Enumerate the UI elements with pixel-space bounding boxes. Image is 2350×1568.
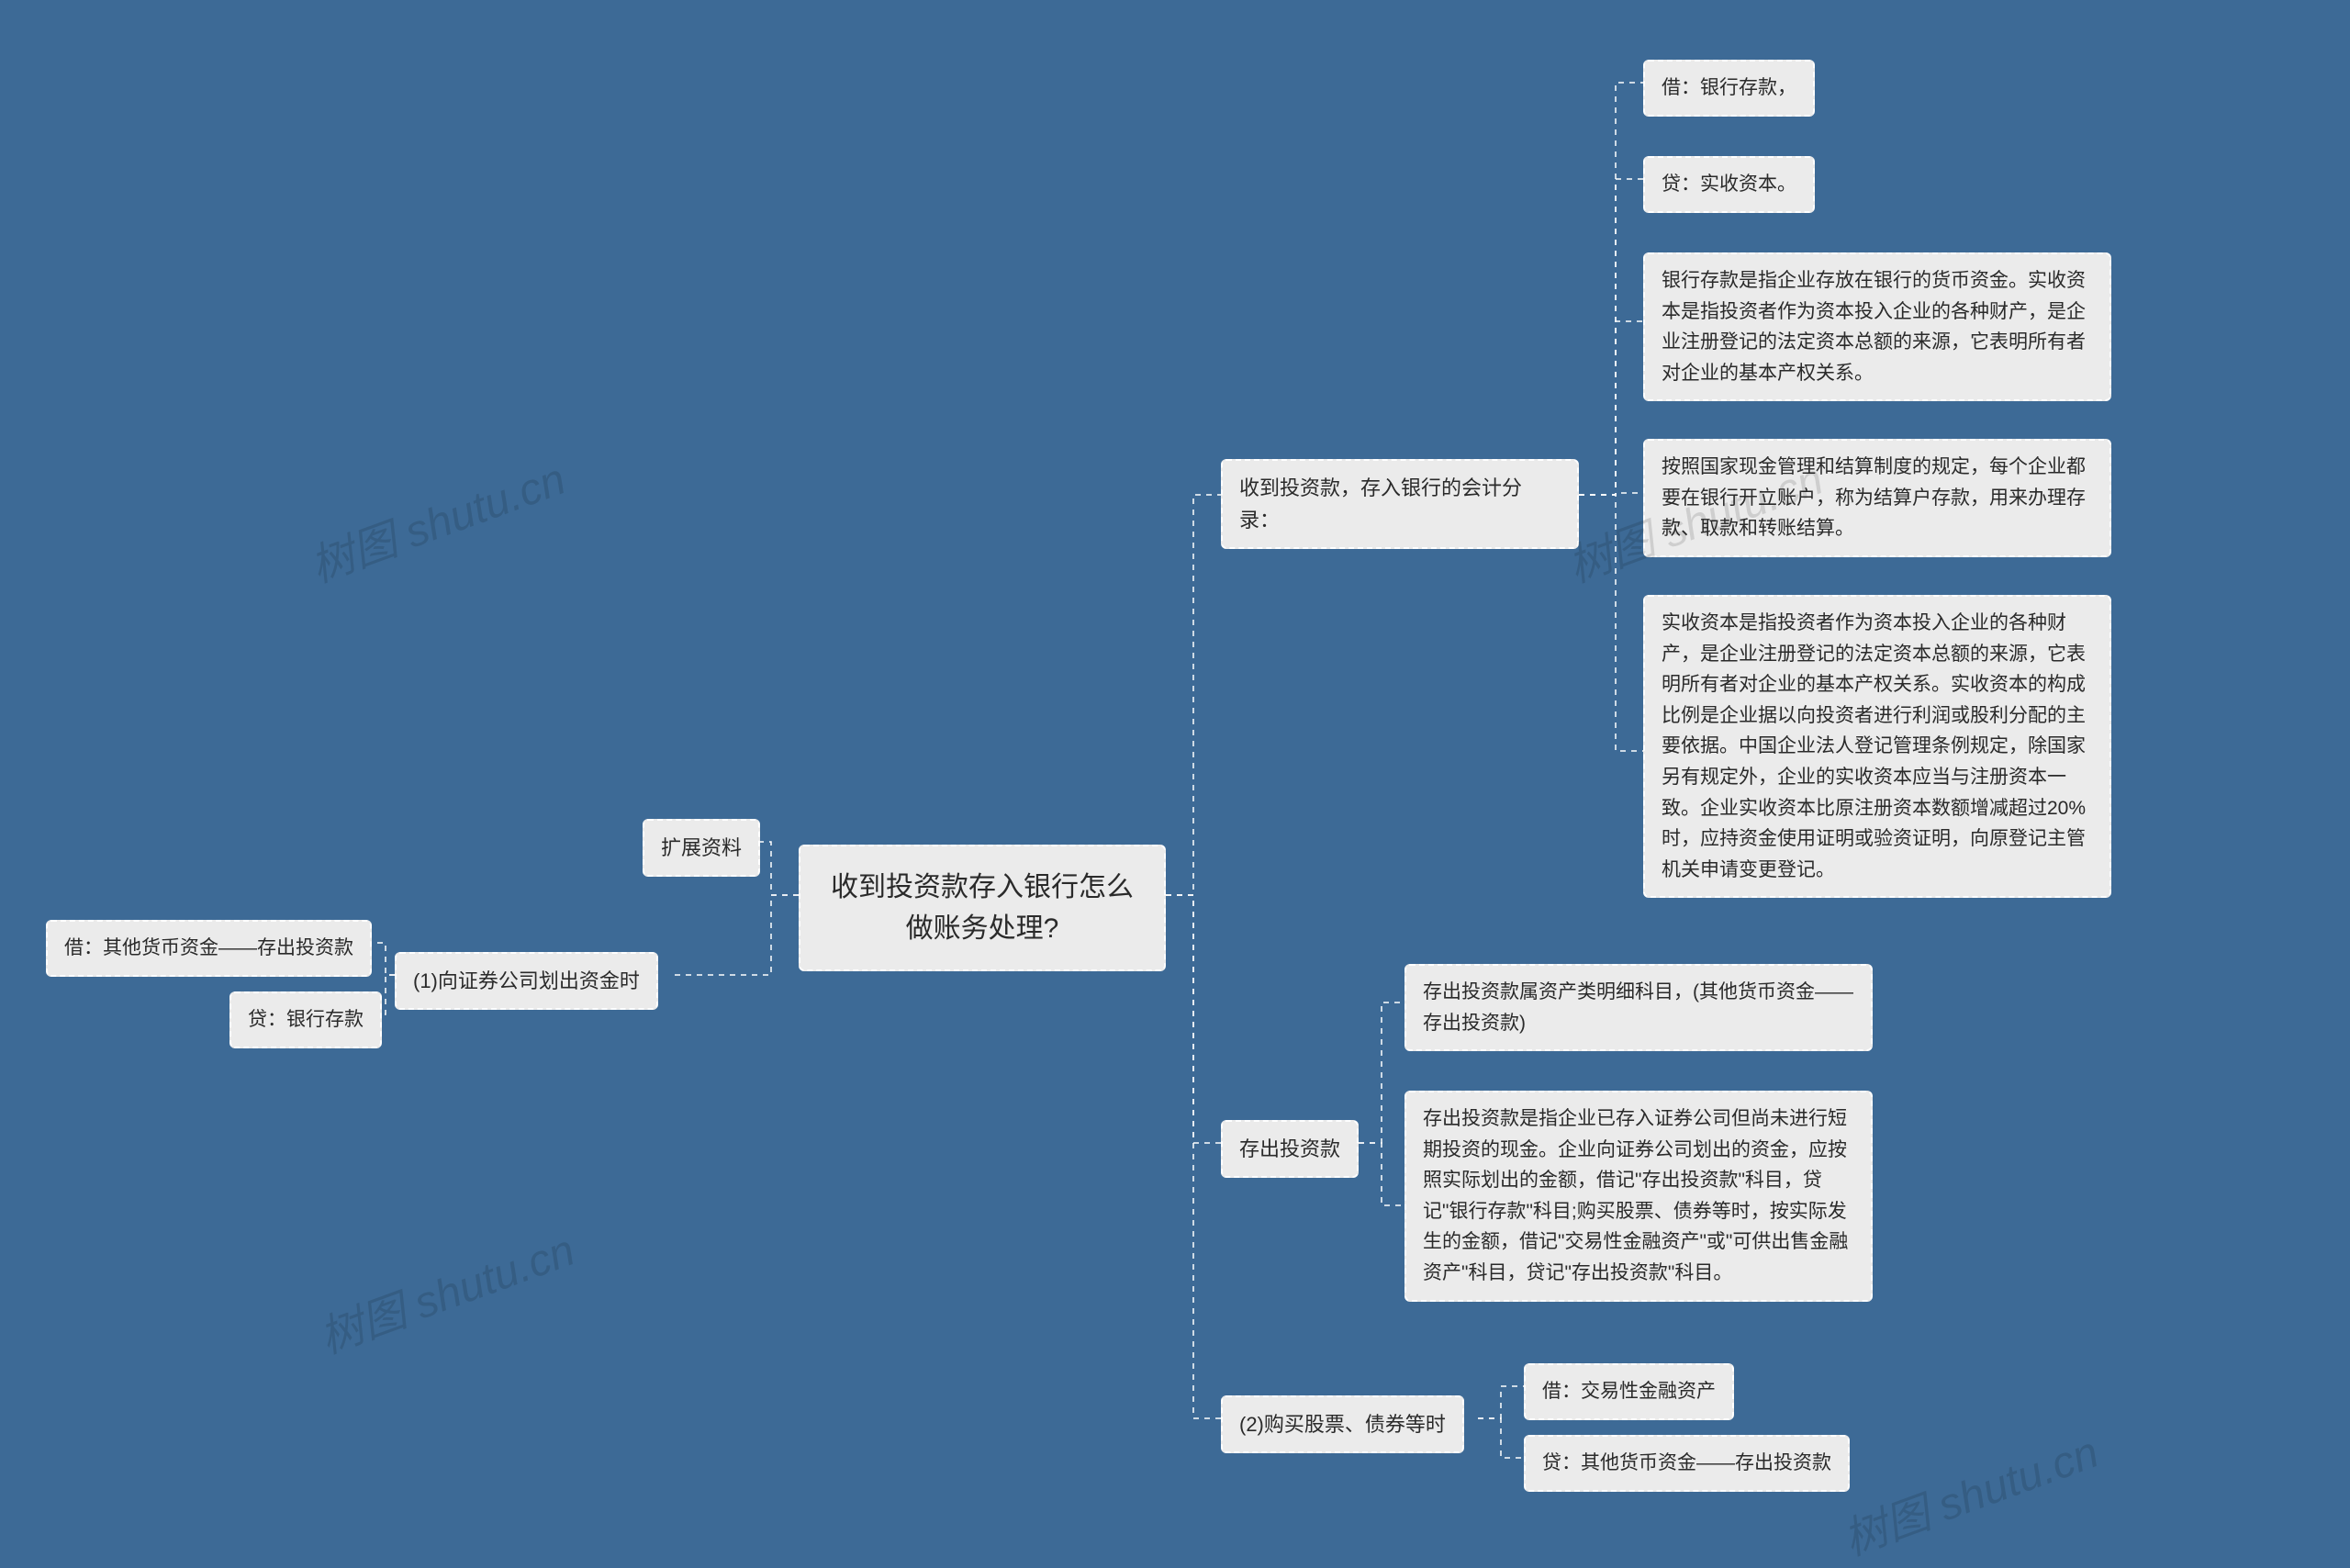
mindmap-root: 收到投资款存入银行怎么做账务处理? [799,845,1166,971]
node-debit-other-monetary: 借：其他货币资金——存出投资款 [46,920,372,977]
node-r1d-explanation: 按照国家现金管理和结算制度的规定，每个企业都要在银行开立账户，称为结算户存款，用… [1643,439,2111,557]
connector [1359,1002,1404,1143]
connector [1359,1143,1404,1205]
connector [376,943,395,975]
node-r2a-explanation: 存出投资款属资产类明细科目，(其他货币资金——存出投资款) [1404,964,1873,1051]
node-credit-bank-deposit: 贷：银行存款 [229,991,382,1048]
node-deposit-investment-funds: 存出投资款 [1221,1120,1359,1178]
connector [755,842,799,895]
node-received-investment-entry: 收到投资款，存入银行的会计分录： [1221,459,1579,549]
node-r1e-explanation: 实收资本是指投资者作为资本投入企业的各种财产，是企业注册登记的法定资本总额的来源… [1643,595,2111,898]
connector [1579,493,1643,495]
node-transfer-to-securities: (1)向证券公司划出资金时 [395,952,658,1010]
connector [1579,179,1643,495]
connector [1166,895,1221,1418]
connector [1166,495,1221,895]
node-r1b-credit-paidin: 贷：实收资本。 [1643,156,1815,213]
watermark: 树图 shutu.cn [309,1214,582,1365]
connector [1579,321,1643,495]
connector [1579,83,1643,495]
connector [670,895,799,975]
node-buy-stocks-bonds: (2)购买股票、债券等时 [1221,1395,1464,1453]
node-r1a-debit-bank: 借：银行存款， [1643,60,1815,117]
connector [1579,495,1643,751]
connector [1166,895,1221,1143]
connector [1478,1386,1524,1418]
node-extended-materials: 扩展资料 [643,819,760,877]
node-r3b-credit-other: 贷：其他货币资金——存出投资款 [1524,1435,1850,1492]
connector [1478,1418,1524,1458]
node-r2b-explanation: 存出投资款是指企业已存入证券公司但尚未进行短期投资的现金。企业向证券公司划出的资… [1404,1091,1873,1302]
node-r3a-debit-trading: 借：交易性金融资产 [1524,1363,1734,1420]
node-r1c-explanation: 银行存款是指企业存放在银行的货币资金。实收资本是指投资者作为资本投入企业的各种财… [1643,252,2111,401]
watermark: 树图 shutu.cn [300,442,573,594]
